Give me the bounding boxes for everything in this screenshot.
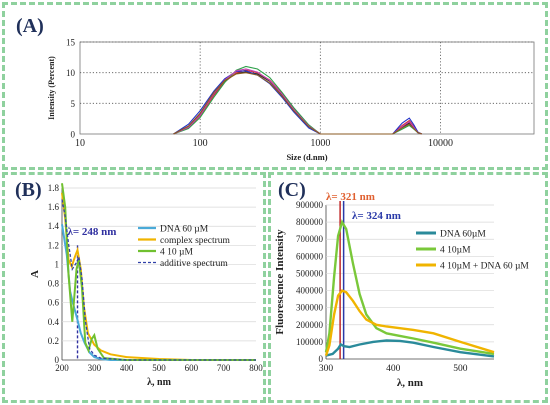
panel-c-xtick-label: 500 [453,364,468,374]
panel-b-series-line [61,183,256,361]
panel-b-ytick-label: 1.6 [48,202,60,212]
panel-b-ytick-label: 0.8 [48,279,60,289]
panel-a-label: (A) [16,15,44,37]
panel-b-legend-label: additive spectrum [160,259,228,269]
panel-a-xtick-label: 1000 [310,138,330,149]
panel-a-y-axis-label: Intensity (Percent) [47,56,56,120]
panel-c-ytick-label: 100000 [296,337,324,347]
panel-b-series-line [61,199,256,361]
panel-c-series-line [324,289,495,356]
panel-b-xtick-label: 400 [120,363,134,373]
panel-c-ytick-label: 300000 [296,303,324,313]
panel-b-xtick-label: 300 [88,363,102,373]
panel-a-xtick-label: 100 [193,138,208,149]
panel-b-legend-label: complex spectrum [160,236,231,246]
panel-a-ytick-label: 0 [71,130,76,140]
panel-a-series-line [173,70,423,135]
panel-c-legend-label: 4 10µM [440,246,471,256]
panel-c-series-line [324,219,495,356]
panel-c-x-axis-label: λ, nm [397,377,423,389]
panel-b-ytick-label: 0.2 [48,336,59,346]
panel-a-x-axis-label: Size (d.nm) [286,152,327,162]
panel-a-plot-frame [79,41,535,135]
panel-a-series-line [173,65,423,135]
panel-b-legend-label: DNA 60 µM [160,224,209,234]
panel-b-y-axis-label: A [29,270,41,278]
panel-c-ytick-label: 500000 [296,268,324,278]
panel-b-x-axis-label: λ, nm [147,377,171,388]
panel-a-series-line [173,68,423,135]
panel-a-xtick-label: 10000 [428,138,453,149]
panel-b-ytick-label: 0 [55,355,60,365]
panel-c-ytick-label: 900000 [296,200,324,210]
panel-c-xtick-label: 400 [386,364,401,374]
panel-c: (C) [268,172,548,403]
panel-c-ytick-label: 200000 [296,320,324,330]
panel-c-legend-label: 4 10µM + DNA 60 µM [440,262,529,272]
panel-c-annotation-label-324: λ= 324 nm [352,210,401,222]
panel-b-ytick-label: 1 [55,259,60,269]
panel-c-ytick-label: 800000 [296,217,324,227]
panel-b-ytick-label: 1.8 [48,183,60,193]
panel-a-ytick-label: 10 [66,68,76,78]
panel-c-annotation-label-321: λ= 321 nm [326,191,375,203]
panel-b-annotation-label: λ= 248 nm [68,226,117,238]
panel-c-ytick-label: 400000 [296,286,324,296]
panel-b-xtick-label: 700 [217,363,231,373]
panel-a-xtick-label: 10 [75,138,85,149]
panel-a-series-line [173,72,423,135]
panel-a-ytick-label: 15 [66,38,76,48]
panel-b-ytick-label: 1.2 [48,240,59,250]
panel-b-ytick-label: 1.4 [48,221,60,231]
panel-c-legend-label: DNA 60µM [440,230,486,240]
panel-c-y-axis-label: Fluorescence Intensity [274,229,286,335]
panel-c-ytick-label: 0 [319,354,324,364]
panel-b-xtick-label: 600 [185,363,199,373]
panel-c-ytick-label: 700000 [296,234,324,244]
panel-b-xtick-label: 500 [152,363,166,373]
panel-c-label: (C) [278,179,306,201]
panel-a-ytick-label: 5 [71,99,76,109]
panel-b: (B) [2,172,266,403]
panel-b-xtick-label: 200 [55,363,69,373]
panel-a: (A) [2,2,548,170]
panel-b-label: (B) [15,179,42,201]
panel-c-series-line [325,339,495,358]
panel-b-series-line [61,192,256,361]
panel-b-legend-label: 4 10 µM [160,247,193,257]
panel-c-ytick-label: 600000 [296,251,324,261]
panel-b-ytick-label: 0.4 [48,317,60,327]
panel-b-xtick-label: 800 [249,363,263,373]
panel-c-xtick-label: 300 [319,364,334,374]
panel-b-ytick-label: 0.6 [48,298,60,308]
